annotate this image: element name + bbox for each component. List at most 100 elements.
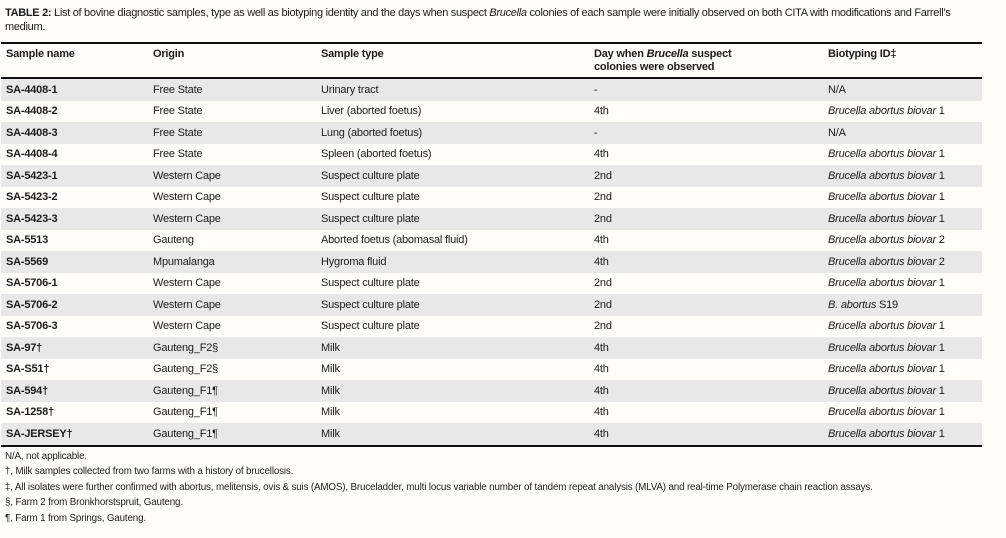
sample-name-cell: SA-5706-1 bbox=[6, 277, 58, 290]
origin-cell: Gauteng_F2§ bbox=[153, 363, 219, 376]
sample-name-cell: SA-4408-3 bbox=[6, 126, 58, 139]
origin-cell: Free State bbox=[153, 126, 203, 139]
origin-cell: Free State bbox=[153, 83, 203, 96]
day-observed-cell: 2nd bbox=[594, 191, 612, 204]
day-observed-cell: 2nd bbox=[594, 320, 612, 333]
col-header-origin: Origin bbox=[148, 42, 316, 79]
sample-type-cell: Suspect culture plate bbox=[321, 320, 420, 333]
caption-text-pre: List of bovine diagnostic samples, type … bbox=[51, 7, 490, 19]
origin-cell: Western Cape bbox=[153, 212, 221, 225]
table-row: SA-5569 Mpumalanga Hygroma fluid 4th Brucell… bbox=[1, 251, 982, 273]
biotyping-id-cell: Brucella abortus biovar 1 bbox=[828, 105, 945, 118]
sample-name-cell: SA-5423-3 bbox=[6, 212, 58, 225]
origin-cell: Gauteng_F1¶ bbox=[153, 406, 218, 419]
sample-type-cell: Suspect culture plate bbox=[321, 212, 420, 225]
biotyping-id-cell: B. abortus S19 bbox=[828, 298, 898, 311]
sample-type-cell: Urinary tract bbox=[321, 83, 379, 96]
sample-type-cell: Suspect culture plate bbox=[321, 191, 420, 204]
sample-name-cell: SA-5423-2 bbox=[6, 191, 58, 204]
table-row: SA-5706-1 Western Cape Suspect culture pla… bbox=[1, 273, 982, 295]
sample-name-cell: SA-4408-4 bbox=[6, 148, 58, 161]
sample-type-cell: Milk bbox=[321, 406, 340, 419]
day-observed-cell: 4th bbox=[594, 234, 609, 247]
table-row: SA-4408-3 Free State Lung (aborted foetus)… bbox=[1, 122, 982, 144]
biotyping-id-cell: Brucella abortus biovar 1 bbox=[828, 384, 945, 397]
biotyping-id-cell: Brucella abortus biovar 2 bbox=[828, 234, 945, 247]
biotyping-id-cell: Brucella abortus biovar 1 bbox=[828, 191, 945, 204]
sample-name-cell: SA-5513 bbox=[6, 234, 49, 247]
day-observed-cell: 4th bbox=[594, 363, 609, 376]
sample-type-cell: Suspect culture plate bbox=[321, 169, 420, 182]
table-row: SA-5706-2 Western Cape Suspect culture pla… bbox=[1, 294, 982, 316]
biotyping-id-cell: Brucella abortus biovar 1 bbox=[828, 169, 945, 182]
day-observed-cell: 4th bbox=[594, 255, 609, 268]
biotyping-id-cell: N/A bbox=[828, 126, 846, 139]
table-row: SA-97† Gauteng_F2§ Milk 4th Brucella abortus… bbox=[1, 337, 982, 359]
footnote: N/A, not applicable. bbox=[5, 450, 87, 462]
table-row: SA-5423-1 Western Cape Suspect culture pla… bbox=[1, 165, 982, 187]
sample-name-cell: SA-594† bbox=[6, 384, 49, 397]
table-caption: TABLE 2: List of bovine diagnostic sampl… bbox=[0, 6, 985, 34]
day-observed-cell: 2nd bbox=[594, 212, 612, 225]
origin-cell: Mpumalanga bbox=[153, 255, 215, 268]
col-header-day-observed: Day when Brucella suspect colonies were o… bbox=[589, 42, 823, 79]
sample-type-cell: Milk bbox=[316, 423, 589, 447]
origin-cell: Western Cape bbox=[153, 277, 221, 290]
origin-cell: Gauteng_F1¶ bbox=[148, 423, 316, 447]
day-observed-cell: - bbox=[594, 126, 598, 139]
sample-name-cell: SA-5423-1 bbox=[6, 169, 58, 182]
samples-table: Sample name Origin Sample type Day when … bbox=[1, 42, 982, 447]
day-observed-cell: 4th bbox=[594, 341, 609, 354]
sample-type-cell: Hygroma fluid bbox=[321, 255, 387, 268]
sample-name-cell: SA-5706-3 bbox=[6, 320, 58, 333]
table-row: SA-5513 Gauteng Aborted foetus (abomasal f… bbox=[1, 230, 982, 252]
biotyping-id-cell: Brucella abortus biovar 1 bbox=[828, 341, 945, 354]
table-row: SA-5706-3 Western Cape Suspect culture pla… bbox=[1, 316, 982, 338]
day-observed-cell: 4th bbox=[594, 148, 609, 161]
sample-type-cell: Milk bbox=[321, 384, 340, 397]
paper-table-figure: TABLE 2: List of bovine diagnostic sampl… bbox=[0, 6, 1006, 538]
footnote: ‡, All isolates were further confirmed w… bbox=[5, 481, 873, 493]
col-header-biotyping-id: Biotyping ID‡ bbox=[823, 42, 982, 79]
biotyping-id-cell: Brucella abortus biovar 1 bbox=[828, 277, 945, 290]
day-observed-cell: 4th bbox=[589, 423, 823, 447]
sample-type-cell: Suspect culture plate bbox=[321, 298, 420, 311]
origin-cell: Gauteng bbox=[153, 234, 194, 247]
table-row: SA-4408-2 Free State Liver (aborted foetus… bbox=[1, 101, 982, 123]
sample-type-cell: Aborted foetus (abomasal fluid) bbox=[321, 234, 468, 247]
biotyping-id-cell: Brucella abortus biovar 1 bbox=[828, 363, 945, 376]
day-observed-cell: - bbox=[594, 83, 598, 96]
footnote: §, Farm 2 from Bronkhorstspruit, Gauteng… bbox=[5, 497, 183, 508]
day-observed-cell: 2nd bbox=[594, 298, 612, 311]
table-row: SA-594† Gauteng_F1¶ Milk 4th Brucella abortu… bbox=[1, 380, 982, 402]
footnotes-block: N/A, not applicable. †, Milk samples coll… bbox=[0, 450, 1000, 526]
footnote: ¶, Farm 1 from Springs, Gauteng. bbox=[5, 512, 146, 524]
table-row: SA-S51† Gauteng_F2§ Milk 4th Brucella abortu… bbox=[1, 359, 982, 381]
caption-italic-brucella: Brucella bbox=[489, 7, 527, 19]
origin-cell: Western Cape bbox=[153, 298, 221, 311]
sample-name-cell: SA-4408-2 bbox=[6, 105, 58, 118]
origin-cell: Free State bbox=[153, 148, 203, 161]
day-observed-cell: 2nd bbox=[594, 277, 612, 290]
day-observed-cell: 4th bbox=[594, 384, 609, 397]
sample-name-cell: SA-5706-2 bbox=[6, 298, 58, 311]
table-body: SA-4408-1 Free State Urinary tract - N/A SA-4… bbox=[1, 78, 982, 447]
table-caption-label: TABLE 2: bbox=[5, 7, 52, 19]
day-observed-cell: 4th bbox=[594, 105, 609, 118]
sample-name-cell: SA-5569 bbox=[6, 255, 49, 268]
sample-name-cell: SA-1258† bbox=[6, 406, 54, 419]
table-row: SA-1258† Gauteng_F1¶ Milk 4th Brucella abort… bbox=[1, 402, 982, 424]
biotyping-id-cell: Brucella abortus biovar 1 bbox=[828, 320, 945, 333]
origin-cell: Western Cape bbox=[153, 320, 221, 333]
table-row: SA-4408-4 Free State Spleen (aborted foetu… bbox=[1, 144, 982, 166]
sample-type-cell: Liver (aborted foetus) bbox=[321, 105, 422, 118]
day-observed-cell: 2nd bbox=[594, 169, 612, 182]
biotyping-id-cell: Brucella abortus biovar 1 bbox=[828, 406, 945, 419]
biotyping-id-cell: Brucella abortus biovar 1 bbox=[828, 212, 945, 225]
sample-type-cell: Suspect culture plate bbox=[321, 277, 420, 290]
biotyping-id-cell: Brucella abortus biovar 1 bbox=[823, 423, 982, 447]
sample-type-cell: Milk bbox=[321, 341, 340, 354]
sample-type-cell: Milk bbox=[321, 363, 340, 376]
sample-name-cell: SA-97† bbox=[6, 341, 43, 354]
biotyping-id-cell: N/A bbox=[828, 83, 846, 96]
